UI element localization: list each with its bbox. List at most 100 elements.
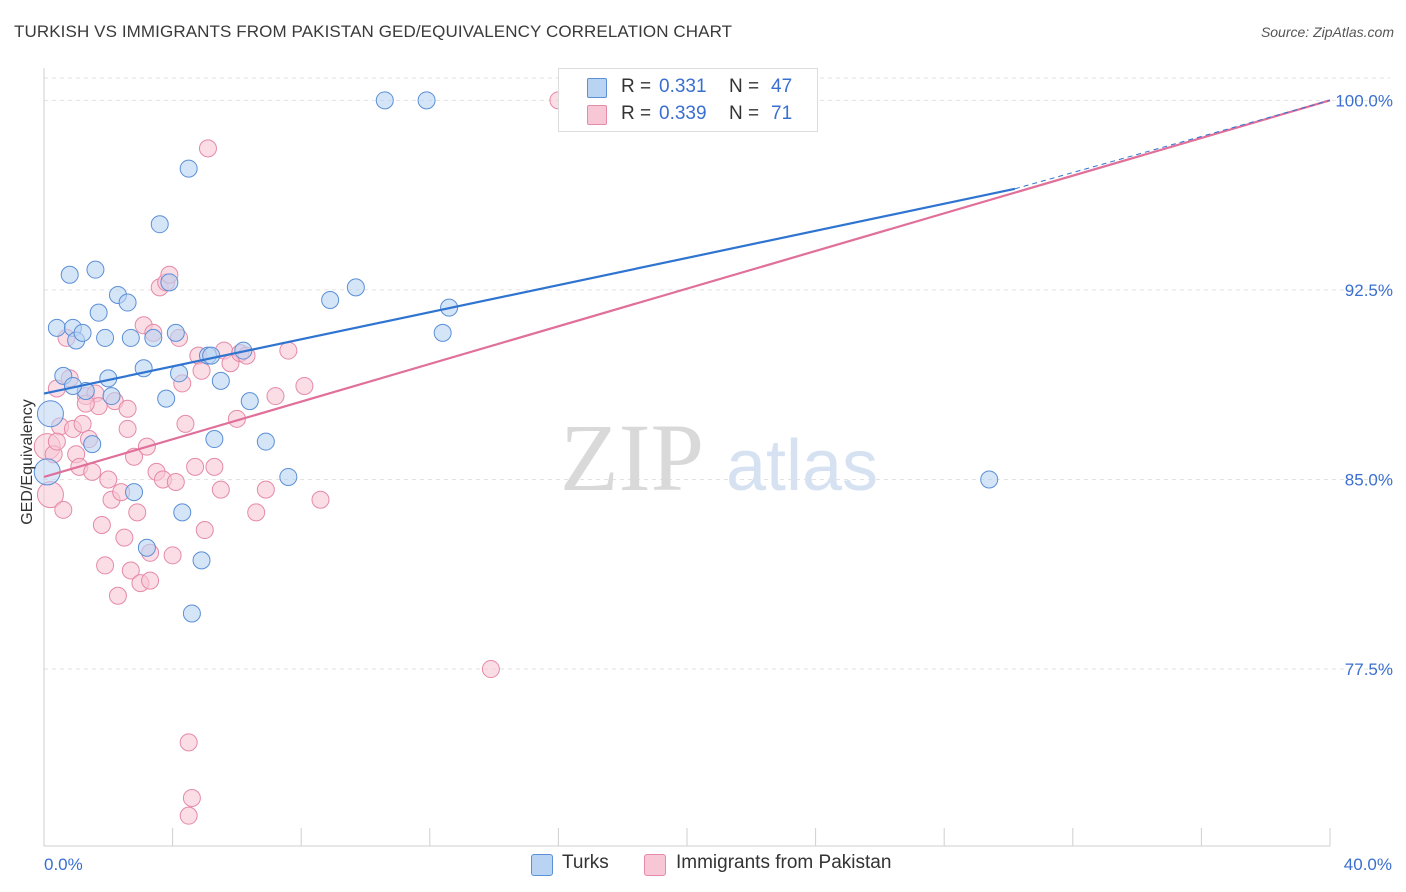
point-pakistan xyxy=(99,470,118,489)
watermark-atlas: atlas xyxy=(726,426,878,506)
point-pakistan xyxy=(179,733,198,752)
x-tick-label: 0.0% xyxy=(44,855,83,874)
point-pakistan xyxy=(73,414,92,433)
point-pakistan xyxy=(128,503,147,522)
point-turks xyxy=(137,538,156,557)
point-pakistan xyxy=(96,556,115,575)
point-pakistan xyxy=(121,561,140,580)
point-turks xyxy=(102,387,121,406)
grid-lines xyxy=(44,77,1390,670)
y-tick-label: 77.5% xyxy=(1345,660,1393,679)
point-turks xyxy=(256,432,275,451)
point-pakistan xyxy=(205,457,224,476)
point-pakistan xyxy=(163,546,182,565)
watermark: ZIP atlas xyxy=(560,404,878,511)
point-pakistan xyxy=(108,586,127,605)
legend-swatch-pakistan xyxy=(644,854,666,876)
y-tick-label: 92.5% xyxy=(1345,281,1393,300)
point-pakistan xyxy=(256,480,275,499)
point-turks xyxy=(202,346,221,365)
point-turks xyxy=(118,293,137,312)
point-pakistan xyxy=(295,376,314,395)
n-value-turks: 47 xyxy=(771,76,793,97)
point-pakistan xyxy=(47,432,66,451)
point-turks xyxy=(160,273,179,292)
point-turks xyxy=(279,467,298,486)
point-turks xyxy=(89,303,108,322)
point-turks xyxy=(121,328,140,347)
stats-row-pakistan: R = 0.339 N = 71 xyxy=(559,101,817,127)
point-turks xyxy=(33,458,61,486)
point-pakistan xyxy=(118,399,137,418)
point-turks xyxy=(60,265,79,284)
point-turks xyxy=(96,328,115,347)
point-pakistan xyxy=(179,806,198,825)
point-turks xyxy=(182,604,201,623)
points-turks xyxy=(33,91,999,623)
point-turks xyxy=(205,430,224,449)
point-turks xyxy=(47,318,66,337)
r-label: R = xyxy=(621,76,652,97)
legend: Turks Immigrants from Pakistan xyxy=(0,850,1406,876)
point-turks xyxy=(346,278,365,297)
legend-swatch-turks xyxy=(531,854,553,876)
r-label: R = xyxy=(621,103,652,124)
point-turks xyxy=(980,470,999,489)
point-pakistan xyxy=(211,480,230,499)
point-pakistan xyxy=(141,571,160,590)
point-pakistan xyxy=(247,503,266,522)
point-pakistan xyxy=(83,462,102,481)
point-turks xyxy=(173,503,192,522)
trend-line-turks xyxy=(43,187,1016,395)
point-turks xyxy=(36,400,64,428)
trend-line-pakistan xyxy=(43,99,1331,479)
point-turks xyxy=(73,323,92,342)
trend-line-turks-extension xyxy=(1014,99,1331,190)
point-pakistan xyxy=(166,473,185,492)
legend-label-turks: Turks xyxy=(562,852,609,873)
point-pakistan xyxy=(195,521,214,540)
point-turks xyxy=(144,328,163,347)
n-label: N = xyxy=(729,76,760,97)
point-pakistan xyxy=(54,500,73,519)
stats-swatch-turks xyxy=(587,78,607,98)
point-turks xyxy=(192,551,211,570)
n-value-pakistan: 71 xyxy=(771,103,793,124)
point-turks xyxy=(417,91,436,110)
point-turks xyxy=(83,435,102,454)
y-axis-label: GED/Equivalency xyxy=(19,399,36,524)
y-tick-label: 85.0% xyxy=(1345,470,1393,489)
watermark-zip: ZIP xyxy=(560,404,704,511)
point-pakistan xyxy=(92,515,111,534)
point-turks xyxy=(211,371,230,390)
point-turks xyxy=(86,260,105,279)
point-pakistan xyxy=(192,361,211,380)
chart-title: TURKISH VS IMMIGRANTS FROM PAKISTAN GED/… xyxy=(14,22,733,41)
tick-labels: 100.0% 92.5% 85.0% 77.5% 0.0% 40.0% xyxy=(44,91,1393,874)
point-turks xyxy=(166,323,185,342)
point-pakistan xyxy=(481,660,500,679)
point-pakistan xyxy=(118,419,137,438)
point-pakistan xyxy=(186,457,205,476)
n-label: N = xyxy=(729,103,760,124)
point-pakistan xyxy=(311,490,330,509)
point-turks xyxy=(321,291,340,310)
point-turks xyxy=(433,323,452,342)
points-pakistan xyxy=(33,91,568,825)
point-pakistan xyxy=(176,414,195,433)
y-tick-label: 100.0% xyxy=(1335,91,1393,110)
point-turks xyxy=(240,392,259,411)
r-value-turks: 0.331 xyxy=(659,76,707,97)
trend-lines xyxy=(43,99,1331,479)
stats-swatch-pakistan xyxy=(587,105,607,125)
stats-box: R = 0.331 N = 47 R = 0.339 N = 71 xyxy=(558,68,818,132)
point-turks xyxy=(179,159,198,178)
point-turks xyxy=(157,389,176,408)
r-value-pakistan: 0.339 xyxy=(659,103,707,124)
source-credit: Source: ZipAtlas.com xyxy=(1260,24,1394,40)
point-pakistan xyxy=(182,788,201,807)
point-turks xyxy=(150,215,169,234)
point-pakistan xyxy=(279,341,298,360)
point-pakistan xyxy=(115,528,134,547)
